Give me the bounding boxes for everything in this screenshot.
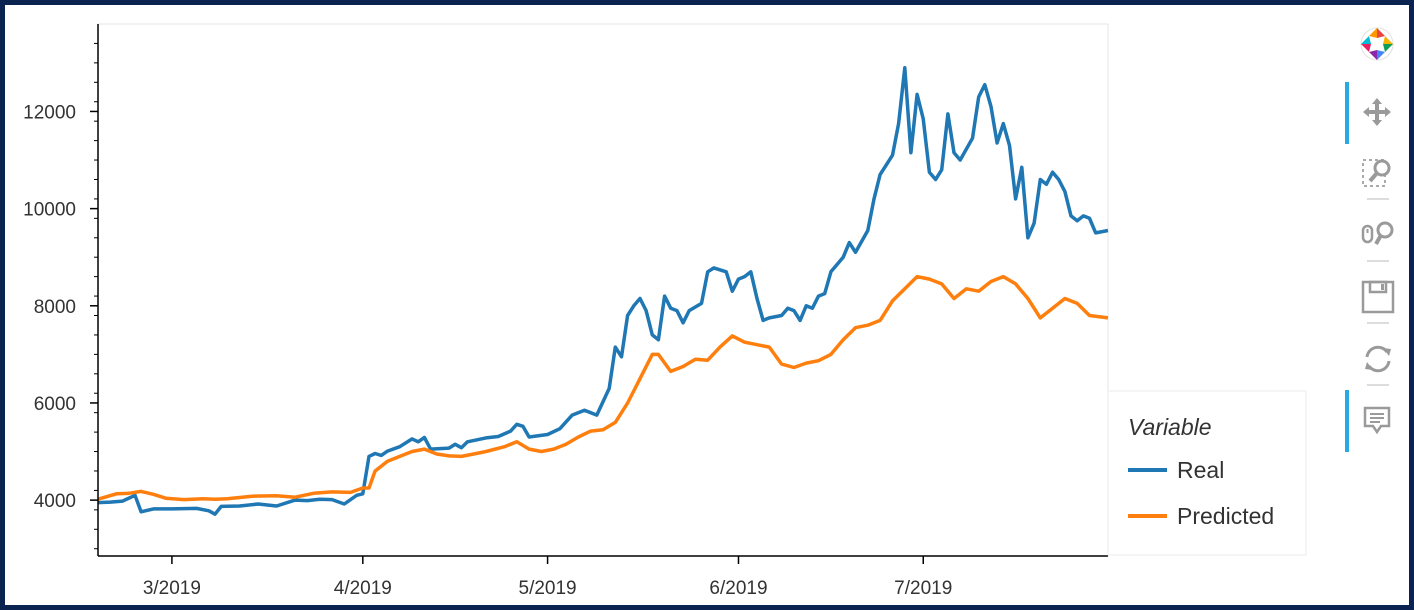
series-layer	[97, 65, 1109, 516]
toolbar-separator	[1367, 322, 1389, 324]
y-tick-label: 10000	[23, 200, 76, 221]
x-tick-label: 6/2019	[709, 578, 767, 599]
save-icon	[1361, 280, 1395, 314]
legend-label-predicted: Predicted	[1177, 503, 1274, 529]
legend: Variable Real Predicted	[1107, 390, 1307, 556]
y-tick-label: 8000	[34, 297, 76, 318]
line-chart: 4000 6000 8000 10000 12000 3/2019 4/2019 5/2019…	[23, 23, 1307, 599]
toolbar-separator	[1367, 198, 1389, 200]
wheel-zoom-tool-button[interactable]	[1345, 212, 1409, 260]
x-tick-label: 7/2019	[894, 578, 952, 599]
series-line-predicted	[97, 274, 1109, 502]
reset-icon	[1365, 345, 1391, 373]
x-tick-label: 3/2019	[143, 578, 201, 599]
logo-icon	[1360, 27, 1394, 61]
toolbar-separator	[1367, 384, 1389, 386]
y-tick-label: 4000	[34, 491, 76, 512]
bokeh-logo[interactable]	[1345, 20, 1409, 68]
y-tick-label: 6000	[34, 394, 76, 415]
move-icon	[1363, 98, 1391, 126]
y-tick-label: 12000	[23, 102, 76, 123]
box-zoom-icon	[1362, 159, 1391, 187]
x-tick-label: 4/2019	[334, 578, 392, 599]
save-tool-button[interactable]	[1345, 274, 1409, 322]
hover-tool-button[interactable]	[1345, 390, 1409, 452]
legend-box	[1107, 390, 1307, 556]
x-tick-label: 5/2019	[519, 578, 577, 599]
legend-title: Variable	[1128, 414, 1212, 440]
toolbar	[1345, 20, 1409, 460]
wheel-zoom-icon	[1361, 221, 1394, 245]
axes: 4000 6000 8000 10000 12000 3/2019 4/2019 5/2019…	[23, 24, 1108, 599]
toolbar-separator	[1367, 260, 1389, 262]
reset-tool-button[interactable]	[1345, 336, 1409, 384]
series-line-real	[97, 65, 1109, 516]
hover-icon	[1363, 406, 1391, 435]
legend-label-real: Real	[1177, 457, 1224, 483]
plot-area-border	[97, 23, 1109, 557]
pan-tool-button[interactable]	[1345, 82, 1409, 144]
box-zoom-tool-button[interactable]	[1345, 150, 1409, 198]
plot-frame: 4000 6000 8000 10000 12000 3/2019 4/2019 5/2019…	[5, 5, 1409, 605]
